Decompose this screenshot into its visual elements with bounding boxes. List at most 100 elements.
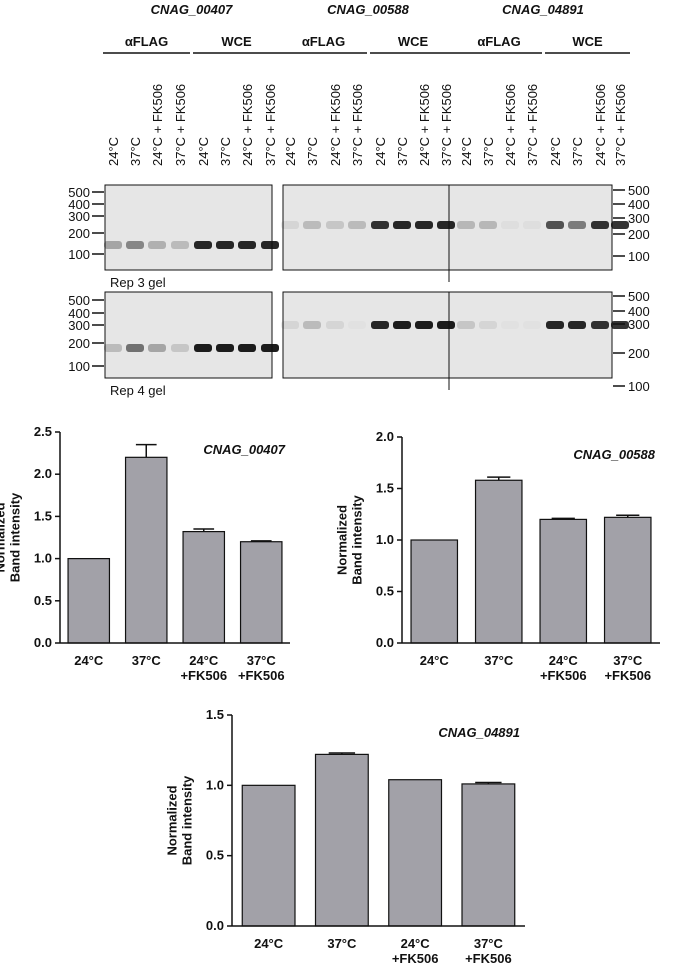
gel-band: [523, 221, 541, 229]
gel-band: [371, 221, 389, 229]
gel-band: [303, 321, 321, 329]
bar: [182, 530, 226, 644]
y-tick-label: 1.5: [376, 481, 394, 496]
lane-label: 37°C: [395, 137, 410, 166]
gel-band: [194, 241, 212, 249]
gel-band: [457, 321, 475, 329]
gel-band: [415, 221, 433, 229]
gel-band: [148, 241, 166, 249]
y-axis-label: NormalizedBand intensity: [0, 492, 22, 582]
bar: [241, 784, 296, 927]
gel-band: [591, 221, 609, 229]
gel-band: [261, 241, 279, 249]
ladder-label: 200: [628, 227, 650, 242]
gel-band: [479, 221, 497, 229]
ladder-label: 400: [628, 197, 650, 212]
lane-label: 37°C + FK506: [350, 84, 365, 166]
ladder-label: 300: [628, 317, 650, 332]
lane-label: 24°C: [196, 137, 211, 166]
ladder-label: 400: [628, 304, 650, 319]
ladder-label: 400: [68, 306, 90, 321]
gel-band: [415, 321, 433, 329]
bar: [410, 539, 459, 644]
x-tick-label: 24°C +FK506: [180, 653, 227, 683]
gene-name: CNAG_04891: [502, 2, 584, 17]
y-tick-label: 0.0: [376, 635, 394, 650]
lane-label: 37°C + FK506: [263, 84, 278, 166]
lane-label: 37°C + FK506: [613, 84, 628, 166]
gel-band: [611, 221, 629, 229]
lane-label: 24°C: [373, 137, 388, 166]
lane-label: 24°C: [283, 137, 298, 166]
lane-label: 37°C: [305, 137, 320, 166]
lane-label: 37°C + FK506: [439, 84, 454, 166]
gel-band: [393, 221, 411, 229]
gel-band: [238, 241, 256, 249]
gel-band: [371, 321, 389, 329]
gel-band: [437, 221, 455, 229]
x-tick-label: 37°C: [132, 653, 162, 668]
y-tick-label: 0.5: [34, 593, 52, 608]
ladder-label: 400: [68, 197, 90, 212]
gel-band: [501, 221, 519, 229]
group-label: αFLAG: [125, 34, 168, 49]
gel-band: [479, 321, 497, 329]
chart-title: CNAG_00588: [573, 447, 655, 462]
gel-image: [104, 184, 273, 271]
bar: [474, 479, 523, 644]
y-tick-label: 1.0: [376, 532, 394, 547]
ladder-label: 100: [68, 359, 90, 374]
group-label: αFLAG: [302, 34, 345, 49]
replicate-label: Rep 4 gel: [110, 383, 166, 398]
ladder-label: 200: [628, 346, 650, 361]
lane-label: 37°C: [481, 137, 496, 166]
ladder-label: 500: [68, 293, 90, 308]
x-tick-label: 24°C: [420, 653, 450, 668]
x-tick-label: 37°C: [484, 653, 514, 668]
gel-band: [281, 221, 299, 229]
y-tick-label: 0.0: [206, 918, 224, 933]
gel-image: [104, 291, 273, 379]
ladder-label: 200: [68, 336, 90, 351]
gene-name: CNAG_00588: [327, 2, 409, 17]
gel-band: [104, 344, 122, 352]
lane-label: 37°C: [570, 137, 585, 166]
bar: [124, 456, 168, 644]
gel-band: [348, 221, 366, 229]
bar: [603, 516, 652, 644]
y-tick-label: 2.0: [376, 429, 394, 444]
gel-band: [303, 221, 321, 229]
x-tick-label: 37°C +FK506: [238, 653, 285, 683]
y-axis-label: NormalizedBand intensity: [165, 775, 195, 865]
gel-band: [611, 321, 629, 329]
gel-band: [591, 321, 609, 329]
replicate-label: Rep 3 gel: [110, 275, 166, 290]
x-tick-label: 24°C: [74, 653, 104, 668]
gel-band: [501, 321, 519, 329]
ladder-label: 300: [68, 209, 90, 224]
gel-band: [281, 321, 299, 329]
y-tick-label: 0.0: [34, 635, 52, 650]
gel-band: [546, 221, 564, 229]
ladder-label: 100: [628, 249, 650, 264]
lane-label: 24°C: [459, 137, 474, 166]
gel-band: [326, 221, 344, 229]
gel-band: [126, 241, 144, 249]
lane-label: 37°C + FK506: [525, 84, 540, 166]
lane-label: 24°C: [548, 137, 563, 166]
lane-label: 24°C: [106, 137, 121, 166]
y-tick-label: 0.5: [376, 584, 394, 599]
gel-band: [238, 344, 256, 352]
gel-band: [326, 321, 344, 329]
lane-label: 24°C + FK506: [240, 84, 255, 166]
lane-label: 24°C + FK506: [593, 84, 608, 166]
gel-band: [393, 321, 411, 329]
lane-label: 37°C + FK506: [173, 84, 188, 166]
ladder-label: 100: [628, 379, 650, 394]
y-tick-label: 2.5: [34, 424, 52, 439]
gel-image: [282, 291, 613, 379]
ladder-label: 500: [628, 183, 650, 198]
bar: [461, 783, 516, 927]
ladder-label: 500: [68, 185, 90, 200]
